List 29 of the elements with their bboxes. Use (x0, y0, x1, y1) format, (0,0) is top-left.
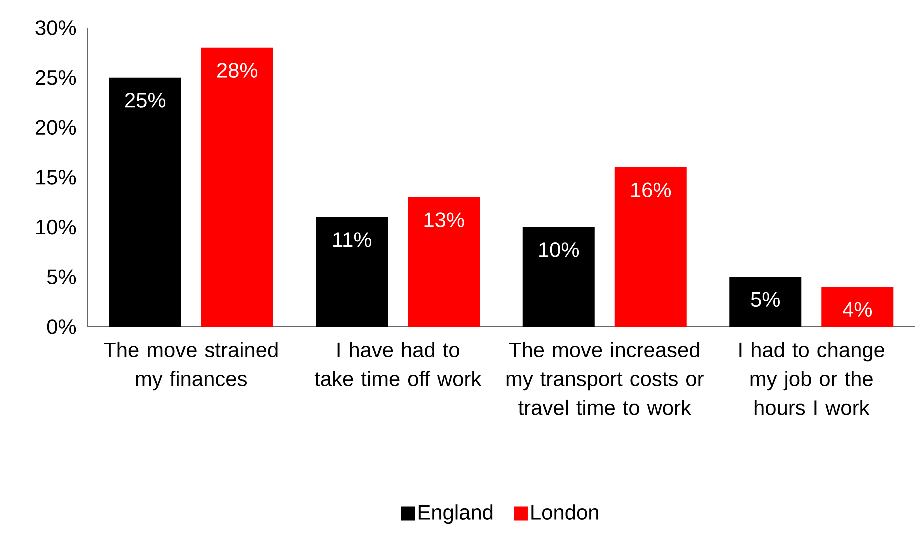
bar (614, 168, 687, 327)
bar (109, 78, 182, 327)
legend-label: England (418, 504, 493, 524)
y-tick-label: 10% (36, 220, 76, 235)
x-tick-label: I had to change my job or the hours I work (740, 342, 885, 416)
y-tick-label: 15% (36, 170, 76, 185)
data-label: 16% (632, 182, 672, 198)
y-tick-label: 0% (47, 320, 76, 334)
data-label: 25% (125, 93, 166, 108)
data-label: 5% (751, 292, 780, 308)
data-label: 10% (540, 242, 580, 258)
bar (201, 48, 274, 327)
y-tick-label: 25% (36, 70, 76, 86)
bar (730, 277, 802, 327)
bar (316, 217, 388, 327)
y-tick-label: 5% (47, 270, 76, 285)
y-tick-label: 20% (36, 120, 76, 136)
legend-label: London (532, 504, 598, 520)
data-label: 4% (842, 302, 872, 317)
x-tick-label: The move increased my transport costs or travel time to work (506, 342, 704, 416)
bar (822, 287, 894, 327)
data-label: 11% (334, 232, 372, 248)
x-tick-label: The move strained my finances (104, 342, 278, 391)
data-label: 28% (217, 63, 258, 78)
y-tick-label: 30% (36, 20, 76, 36)
bar (408, 197, 480, 327)
bar (522, 227, 595, 327)
data-label: 13% (424, 212, 464, 228)
x-tick-label: I have had to take time off work (314, 342, 482, 386)
